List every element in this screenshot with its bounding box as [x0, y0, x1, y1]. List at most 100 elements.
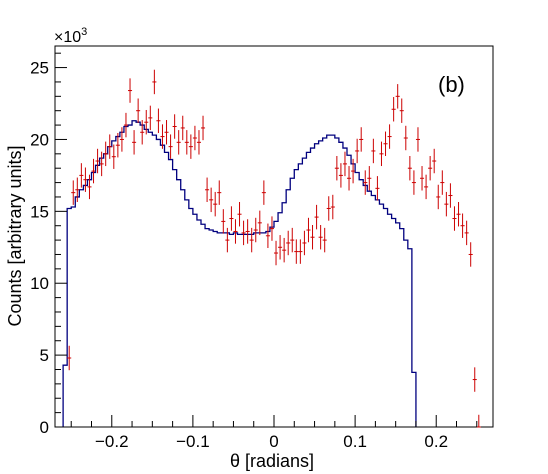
y-tick-label: 25 [30, 59, 49, 78]
y-tick-label: 0 [40, 418, 49, 437]
data-point [245, 219, 250, 244]
data-points-layer [67, 69, 481, 428]
data-point [391, 97, 396, 122]
data-point [387, 124, 392, 149]
data-point [128, 78, 133, 103]
data-point [75, 177, 80, 202]
data-point [107, 134, 112, 159]
data-point [351, 158, 356, 184]
data-point [261, 180, 266, 205]
data-point [424, 174, 429, 200]
data-point [184, 130, 189, 155]
data-point [468, 242, 473, 267]
data-point [180, 115, 185, 141]
data-point [334, 155, 339, 181]
data-point [71, 180, 76, 205]
data-point [87, 174, 92, 200]
data-point [160, 124, 165, 149]
data-point [233, 219, 238, 244]
data-point [156, 108, 161, 133]
data-point [111, 144, 116, 169]
data-point [306, 217, 311, 243]
y-tick-label: 15 [30, 202, 49, 221]
data-point [371, 138, 376, 164]
y-axis-title: Counts [arbitrary units] [5, 145, 25, 326]
data-point [302, 230, 307, 256]
data-point [225, 227, 230, 253]
data-point [294, 239, 299, 264]
x-tick-label: 0.2 [424, 432, 448, 451]
data-point [119, 127, 124, 152]
data-point [172, 114, 177, 139]
data-point [265, 223, 270, 249]
x-tick-label: 0 [269, 432, 278, 451]
y-multiplier-exponent: 3 [81, 26, 87, 38]
x-axis: −0.2 −0.1 0 0.1 0.2 [70, 415, 478, 451]
data-point [221, 209, 226, 234]
data-point [436, 184, 441, 210]
histogram-layer [62, 120, 417, 427]
data-point [314, 204, 319, 230]
data-point [444, 191, 449, 217]
data-point [188, 134, 193, 159]
data-point [257, 210, 262, 236]
data-point [176, 130, 181, 155]
data-point [395, 84, 400, 109]
data-point [132, 130, 137, 155]
data-point [209, 187, 214, 213]
x-tick-label: −0.2 [95, 432, 129, 451]
data-point [415, 127, 420, 152]
data-point [196, 130, 201, 155]
x-axis-title: θ [radians] [230, 451, 314, 471]
data-point [326, 196, 331, 221]
data-point [310, 224, 315, 250]
data-point [99, 151, 104, 177]
data-point [355, 138, 360, 164]
data-point [205, 177, 210, 202]
y-multiplier-label: ×103 [54, 26, 87, 46]
data-point [440, 170, 445, 195]
data-point [290, 227, 295, 253]
data-point [136, 98, 141, 123]
data-point [456, 201, 461, 227]
data-point [472, 367, 477, 392]
data-point [140, 120, 145, 145]
data-point [318, 224, 323, 250]
data-point [432, 148, 437, 174]
data-point [164, 120, 169, 145]
data-point [95, 148, 100, 174]
data-point [286, 230, 291, 256]
data-point [322, 227, 327, 253]
data-point [123, 112, 128, 138]
data-point [217, 180, 222, 205]
data-point [278, 235, 283, 260]
data-point [253, 217, 258, 243]
x-tick-label: 0.1 [343, 432, 367, 451]
data-point [83, 167, 88, 192]
data-point [192, 125, 197, 151]
histogram-step-line [62, 120, 417, 427]
data-point [452, 206, 457, 231]
y-tick-label: 5 [40, 346, 49, 365]
data-point [379, 141, 384, 167]
data-point [460, 213, 465, 238]
y-multiplier-base: ×10 [54, 29, 81, 46]
data-point [383, 131, 388, 156]
data-point [367, 166, 372, 191]
data-point [464, 220, 469, 246]
data-point [338, 163, 343, 188]
data-point [347, 166, 352, 191]
data-point [363, 170, 368, 195]
data-point [428, 155, 433, 181]
data-point [411, 170, 416, 195]
data-point [103, 141, 108, 167]
data-point [79, 163, 84, 188]
data-point [91, 158, 96, 184]
data-point [168, 134, 173, 159]
data-point [144, 109, 149, 135]
data-point [152, 69, 157, 95]
data-point [201, 115, 206, 141]
data-point [282, 237, 287, 263]
data-point [399, 98, 404, 123]
